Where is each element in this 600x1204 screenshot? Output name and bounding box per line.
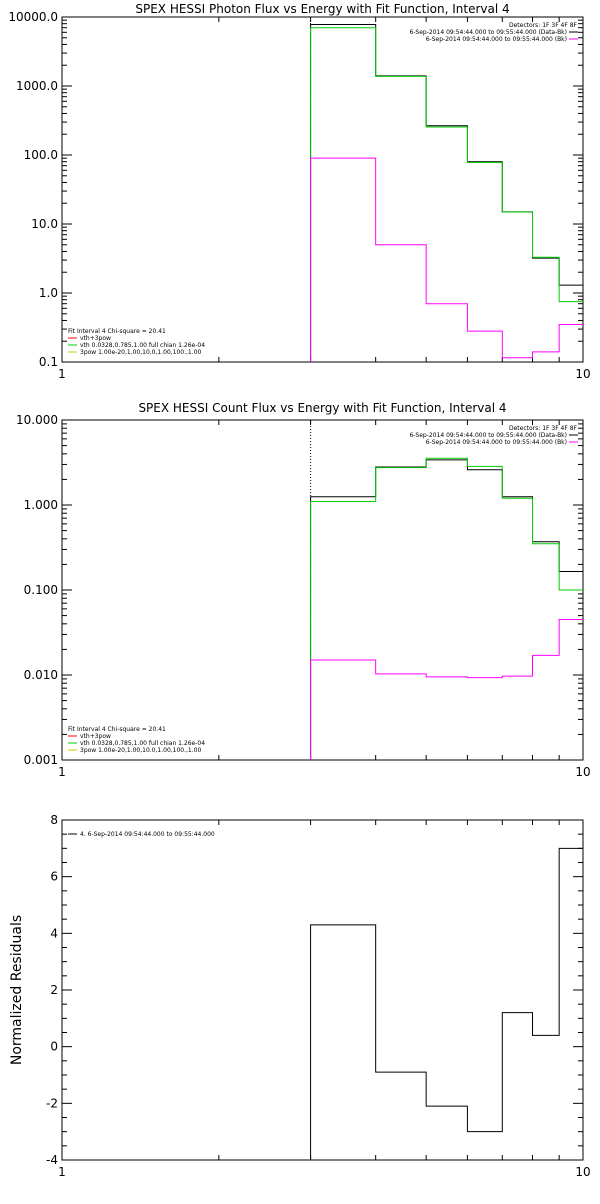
y-tick-label: 0: [50, 1040, 58, 1054]
legend-entry: vth 0.0328,0.785,1.00 full chian 1.26e-0…: [80, 342, 205, 349]
chart-panel-2: SPEX HESSI Count Flux vs Energy with Fit…: [16, 401, 591, 779]
chart-title: SPEX HESSI Count Flux vs Energy with Fit…: [138, 401, 506, 415]
x-tick-label: 10: [575, 367, 590, 381]
legend-entry: 6-Sep-2014 09:54:44.000 to 09:55:44.000 …: [409, 29, 567, 36]
legend-entry: vth 0.0328,0.785,1.00 full chian 1.26e-0…: [80, 740, 205, 747]
x-tick-label: 10: [575, 1165, 590, 1179]
legend-entry: Detectors: 1F 3F 4F 8F: [509, 425, 578, 432]
x-tick-label: 10: [575, 765, 590, 779]
y-tick-label: 2: [50, 983, 58, 997]
series-line-3: [310, 157, 583, 362]
legend-entry: 3pow 1.00e-20,1.00,10.0,1.00,100.,1.00: [80, 349, 201, 356]
y-tick-label: 1000.0: [16, 79, 58, 93]
legend-entry: Detectors: 1F 3F 4F 8F: [509, 22, 578, 29]
legend-entry: 6-Sep-2014 09:54:44.000 to 09:55:44.000 …: [426, 36, 567, 43]
legend-entry: 6-Sep-2014 09:54:44.000 to 09:55:44.000 …: [426, 439, 567, 446]
chart-title: SPEX HESSI Photon Flux vs Energy with Fi…: [135, 2, 509, 16]
y-tick-label: 1.0: [39, 286, 58, 300]
legend-entry: 3pow 1.00e-20,1.00,10.0,1.00,100.,1.00: [80, 747, 201, 754]
y-tick-label: 10000.0: [8, 10, 58, 24]
y-tick-label: -4: [46, 1153, 58, 1167]
chart-panel-3: 1 10 -4 -2 0 2 4 6 8 Normalized Residuals 4. 6-Sep…: [9, 813, 591, 1179]
legend-entry: vth+3pow: [80, 733, 111, 740]
series-line-3: [310, 618, 583, 760]
y-tick-label: 10.0: [31, 217, 58, 231]
y-tick-label: 4: [50, 926, 58, 940]
y-tick-label: -2: [46, 1096, 58, 1110]
series-line-1: [310, 847, 583, 1160]
y-tick-label: 6: [50, 870, 58, 884]
legend-entry: 4. 6-Sep-2014 09:54:44.000 to 09:55:44.0…: [80, 831, 215, 838]
series-line-2: [310, 457, 583, 760]
y-tick-label: 0.001: [24, 753, 58, 767]
y-axis-label: Normalized Residuals: [9, 915, 25, 1065]
y-tick-label: 0.1: [39, 355, 58, 369]
legend-entry: vth+3pow: [80, 335, 111, 342]
x-tick-label: 1: [58, 367, 66, 381]
y-tick-label: 8: [50, 813, 58, 827]
y-tick-label: 1.000: [24, 498, 58, 512]
legend-entry: Fit Interval 4 Chi-square = 20.41: [68, 726, 166, 733]
y-tick-label: 10.000: [16, 413, 58, 427]
series-line-1: [310, 23, 583, 362]
series-line-1: [310, 459, 583, 760]
plot-frame: [61, 819, 584, 1161]
series-line-2: [310, 27, 583, 362]
y-tick-label: 0.100: [24, 583, 58, 597]
y-tick-label: 0.010: [24, 668, 58, 682]
plot-frame: [61, 16, 584, 363]
x-tick-label: 1: [58, 1165, 66, 1179]
x-tick-label: 1: [58, 765, 66, 779]
plot-frame: [61, 419, 584, 761]
chart-panel-1: SPEX HESSI Photon Flux vs Energy with Fi…: [8, 2, 590, 381]
legend-entry: 6-Sep-2014 09:54:44.000 to 09:55:44.000 …: [409, 432, 567, 439]
legend-entry: Fit Interval 4 Chi-square = 20.41: [68, 328, 166, 335]
y-tick-label: 100.0: [24, 148, 58, 162]
